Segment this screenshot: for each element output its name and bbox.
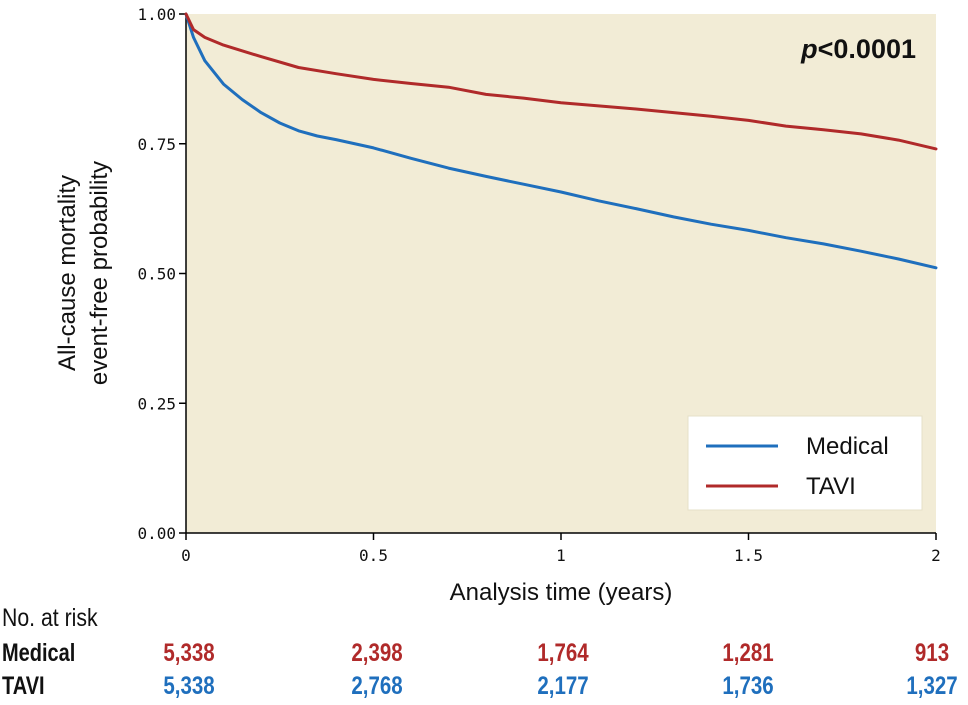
legend-label-tavi: TAVI — [806, 473, 856, 500]
y-axis-title-line-1: All-cause mortality — [54, 175, 81, 371]
x-tick-label: 1.5 — [734, 546, 763, 565]
y-tick-label: 0.25 — [137, 394, 176, 413]
x-tick-label: 0.5 — [359, 546, 388, 565]
x-tick-label: 0 — [181, 546, 191, 565]
risk-cell-medical-4: 913 — [914, 639, 950, 667]
series-line-tavi — [184, 12, 938, 151]
risk-cell-tavi-3: 1,736 — [722, 672, 774, 700]
legend-label-medical: Medical — [806, 433, 889, 460]
y-axis-title-line-2: event-free probability — [86, 161, 113, 385]
p-value-annotation: p<0.0001 — [800, 34, 916, 64]
risk-cell-medical-0: 5,338 — [163, 639, 215, 667]
y-tick-label: 0.75 — [137, 135, 176, 154]
series-layer — [184, 12, 938, 270]
risk-cell-medical-1: 2,398 — [351, 639, 403, 667]
y-tick-label: 0.50 — [137, 265, 176, 284]
risk-cell-tavi-1: 2,768 — [351, 672, 403, 700]
risk-cell-tavi-0: 5,338 — [163, 672, 215, 700]
p-value-text: <0.0001 — [818, 34, 916, 64]
risk-cell-tavi-2: 2,177 — [537, 672, 589, 700]
risk-cell-medical-2: 1,764 — [537, 639, 589, 667]
x-axis: 0 0.5 1 1.5 2 — [181, 532, 941, 565]
legend: Medical TAVI — [687, 415, 923, 511]
p-value-italic: p — [800, 34, 818, 64]
y-axis-title: All-cause mortality event-free probabili… — [54, 161, 113, 385]
legend-box — [687, 415, 923, 511]
y-axis: 0.00 0.25 0.50 0.75 1.00 — [137, 5, 187, 543]
y-tick-label: 1.00 — [137, 5, 176, 24]
series-line-medical — [184, 12, 938, 270]
risk-cell-medical-3: 1,281 — [722, 639, 774, 667]
risk-cell-tavi-4: 1,327 — [906, 672, 958, 700]
x-axis-title: Analysis time (years) — [450, 579, 673, 606]
x-tick-label: 2 — [931, 546, 941, 565]
risk-table-title: No. at risk — [2, 604, 98, 632]
x-tick-label: 1 — [556, 546, 566, 565]
risk-row-label-tavi: TAVI — [2, 672, 45, 700]
risk-row-label-medical: Medical — [2, 639, 76, 667]
y-tick-label: 0.00 — [137, 524, 176, 543]
